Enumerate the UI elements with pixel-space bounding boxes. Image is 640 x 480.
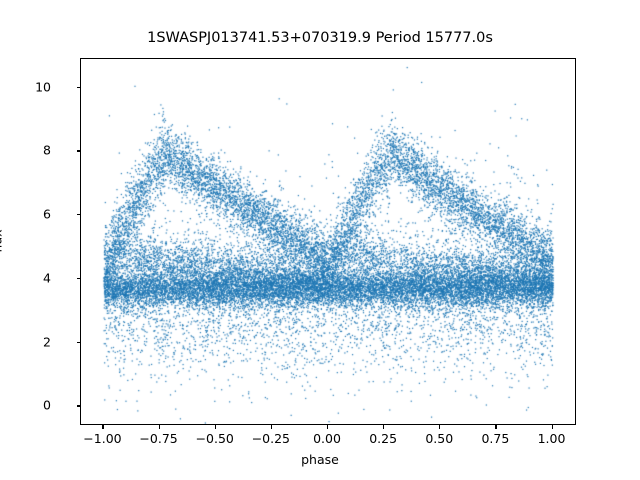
- x-tick-mark: [102, 425, 104, 429]
- y-tick-label: 10: [35, 79, 51, 95]
- y-tick-mark: [76, 277, 80, 280]
- x-tick-mark: [270, 425, 272, 429]
- x-tick-label: −0.75: [139, 431, 178, 446]
- x-tick-mark: [383, 425, 385, 429]
- y-tick-mark: [76, 405, 80, 407]
- x-tick-label: 0.75: [481, 431, 510, 446]
- y-tick-mark: [76, 341, 80, 343]
- x-tick-mark: [495, 425, 497, 429]
- page-title: 1SWASPJ013741.53+070319.9 Period 15777.0…: [147, 30, 493, 46]
- x-tick-label: 0.25: [369, 431, 398, 446]
- y-tick-mark: [76, 150, 80, 152]
- x-axis-label: phase: [301, 452, 339, 467]
- x-tick-mark: [158, 425, 160, 429]
- x-tick-label: −0.50: [195, 431, 234, 446]
- x-tick-mark: [214, 425, 216, 429]
- x-tick-label: −1.00: [83, 431, 122, 446]
- y-axis-label: flux: [0, 229, 5, 253]
- x-tick-label: 0.00: [313, 431, 341, 446]
- x-tick-mark: [551, 425, 553, 429]
- x-tick-label: −0.25: [251, 431, 291, 446]
- y-tick-label: 4: [43, 270, 51, 286]
- x-tick-mark: [439, 425, 441, 429]
- y-tick-mark: [76, 86, 80, 88]
- x-tick-mark: [327, 425, 329, 429]
- y-tick-label: 8: [43, 142, 51, 158]
- y-tick-label: 2: [43, 334, 51, 350]
- x-tick-label: 1.00: [537, 431, 566, 446]
- scatter-plot-canvas: [81, 59, 575, 424]
- y-tick-label: 0: [43, 397, 51, 413]
- y-tick-label: 6: [43, 206, 51, 222]
- x-tick-label: 0.50: [425, 431, 454, 446]
- y-tick-mark: [76, 214, 80, 216]
- plot-area: [80, 58, 576, 425]
